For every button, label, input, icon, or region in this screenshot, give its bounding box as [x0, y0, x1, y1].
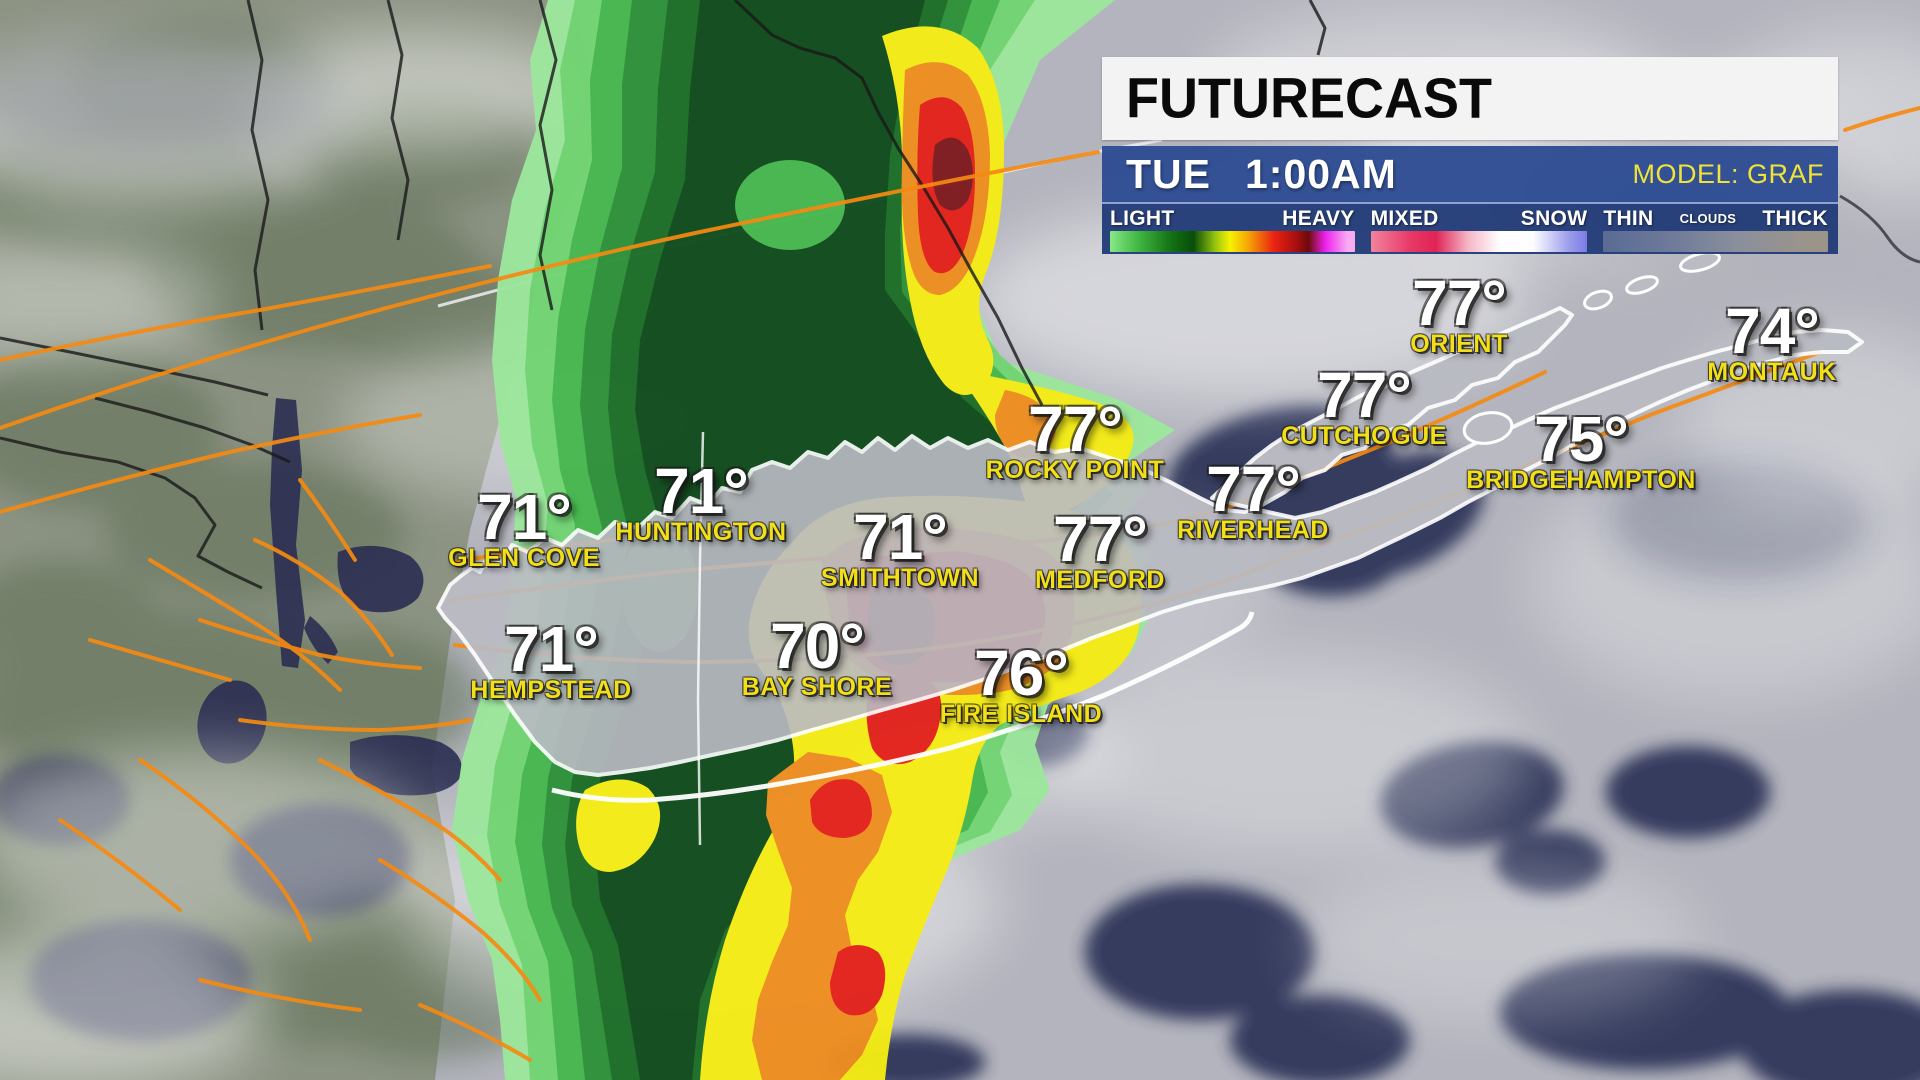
temp-label-hempstead: 71° HEMPSTEAD: [470, 613, 632, 704]
temp-label-bay-shore: 70° BAY SHORE: [741, 610, 893, 701]
legend-thick-label: THICK: [1762, 207, 1828, 230]
temperature-value: 71°: [477, 481, 572, 553]
state-county-boundaries: [0, 0, 1327, 590]
panel-legend: LIGHT HEAVY MIXED SNOW THIN CLOUDS THICK: [1102, 202, 1838, 254]
temp-label-medford: 77° MEDFORD: [1035, 503, 1165, 594]
forecast-time: 1:00AM: [1245, 150, 1397, 197]
town-name: BRIDGEHAMPTON: [1466, 466, 1696, 494]
county-line: [696, 431, 705, 846]
temperature-value: 71°: [853, 501, 948, 573]
temp-label-orient: 77° ORIENT: [1410, 267, 1508, 358]
clouds-gradient-bar: [1603, 231, 1828, 252]
temp-label-fire-island: 76° FIRE ISLAND: [939, 637, 1103, 728]
town-name: ORIENT: [1410, 330, 1508, 358]
legend-clouds-group: THIN CLOUDS THICK: [1603, 207, 1828, 252]
futurecast-panel: FUTURECAST TUE 1:00AM MODEL: GRAF LIGHT …: [1102, 57, 1838, 254]
temp-label-smithtown: 71° SMITHTOWN: [820, 501, 980, 592]
panel-title: FUTURECAST: [1126, 67, 1492, 130]
legend-clouds-label: CLOUDS: [1679, 211, 1737, 226]
legend-thin-label: THIN: [1603, 207, 1654, 230]
temperature-value: 77°: [1053, 503, 1148, 575]
legend-rain-group: LIGHT HEAVY: [1110, 207, 1355, 252]
rain-gradient-bar: [1110, 231, 1355, 252]
temp-label-huntington: 71° HUNTINGTON: [615, 455, 787, 546]
temperature-value: 77°: [1028, 393, 1123, 465]
barrier-islands: [551, 611, 1255, 803]
temperature-value: 71°: [504, 613, 599, 685]
legend-mixed-snow-group: MIXED SNOW: [1370, 207, 1588, 252]
model-label: MODEL: GRAF: [1632, 158, 1824, 189]
town-name: CUTCHOGUE: [1281, 422, 1447, 450]
town-name: RIVERHEAD: [1177, 516, 1329, 544]
legend-heavy-label: HEAVY: [1282, 207, 1355, 230]
town-name: MONTAUK: [1707, 358, 1837, 386]
town-name: HUNTINGTON: [615, 518, 787, 546]
temp-label-rocky-point: 77° ROCKY POINT: [985, 393, 1165, 484]
mixed-snow-gradient-bar: [1370, 231, 1588, 252]
legend-mixed-label: MIXED: [1370, 207, 1439, 230]
temp-label-cutchogue: 77° CUTCHOGUE: [1281, 359, 1447, 450]
panel-title-bar: FUTURECAST: [1102, 57, 1838, 140]
town-name: SMITHTOWN: [820, 564, 980, 592]
temp-label-bridgehampton: 75° BRIDGEHAMPTON: [1466, 403, 1696, 494]
far-right-coastline: [1839, 194, 1920, 264]
temperature-value: 77°: [1206, 453, 1301, 525]
panel-time-bar: TUE 1:00AM MODEL: GRAF: [1102, 146, 1838, 202]
legend-light-label: LIGHT: [1110, 207, 1175, 230]
temperature-value: 75°: [1534, 403, 1629, 475]
forecast-day: TUE: [1126, 150, 1211, 197]
temperature-value: 71°: [654, 455, 749, 527]
temperature-value: 76°: [974, 637, 1069, 709]
temperature-value: 70°: [770, 610, 865, 682]
temp-label-riverhead: 77° RIVERHEAD: [1177, 453, 1329, 544]
legend-snow-label: SNOW: [1520, 207, 1588, 230]
town-name: FIRE ISLAND: [939, 700, 1103, 728]
temperature-value: 77°: [1317, 359, 1412, 431]
town-name: MEDFORD: [1035, 566, 1165, 594]
town-name: GLEN COVE: [448, 544, 600, 572]
temperature-value: 74°: [1725, 295, 1820, 367]
temp-label-glen-cove: 71° GLEN COVE: [448, 481, 600, 572]
town-name: ROCKY POINT: [985, 456, 1165, 484]
town-name: HEMPSTEAD: [470, 676, 632, 704]
temp-label-montauk: 74° MONTAUK: [1707, 295, 1837, 386]
town-name: BAY SHORE: [741, 673, 893, 701]
temperature-value: 77°: [1412, 267, 1507, 339]
